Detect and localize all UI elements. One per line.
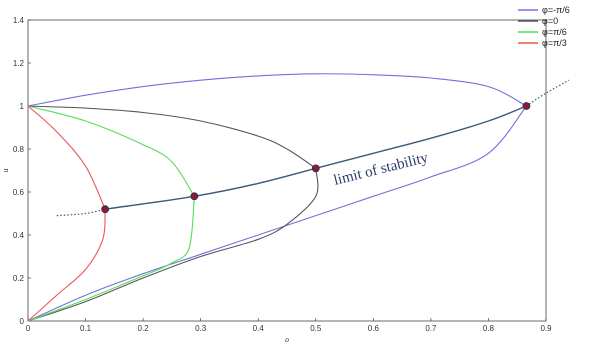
y-tick-label: 0.4: [13, 231, 25, 240]
x-tick-label: 0.1: [80, 324, 92, 333]
intersection-point-2: [190, 192, 199, 201]
stability-layer: [56, 79, 570, 217]
legend-label-4: φ=π/3: [542, 38, 567, 48]
x-tick-label: 0.3: [195, 324, 207, 333]
x-tick-label: 0.2: [138, 324, 150, 333]
points-layer: [101, 102, 531, 214]
intersection-point-4: [522, 102, 531, 110]
series-3-lower-branch: [27, 196, 195, 322]
y-tick-label: 0.6: [13, 188, 25, 197]
series-1-upper-branch: [27, 73, 527, 107]
stability-curve-solid: [104, 105, 527, 210]
intersection-point-3: [311, 164, 320, 173]
x-tick-label: 0.8: [483, 324, 495, 333]
y-tick-label: 1: [20, 102, 25, 111]
y-tick-label: 1.4: [13, 16, 25, 25]
x-tick-label: 0.6: [368, 324, 380, 333]
legend: φ=-π/6φ=0φ=π/6φ=π/3: [518, 5, 570, 48]
series-4-upper-branch: [27, 105, 106, 210]
y-tick-label: 1.2: [13, 59, 25, 68]
annotation-limit-of-stability: limit of stability: [332, 150, 430, 189]
legend-label-1: φ=-π/6: [542, 5, 570, 15]
stability-curve-dotted-left: [56, 208, 106, 217]
series-2-upper-branch: [27, 105, 317, 169]
series-3: [27, 105, 195, 322]
series-4: [27, 105, 106, 322]
stability-curve-dotted-right: [526, 79, 570, 107]
y-tick-label: 0: [20, 317, 25, 326]
x-tick-label: 0.5: [310, 324, 322, 333]
series-2-lower-branch: [27, 168, 319, 322]
legend-label-2: φ=0: [542, 16, 558, 26]
series-2: [27, 105, 319, 322]
series-1: [27, 73, 527, 322]
series-4-lower-branch: [27, 209, 106, 322]
legend-label-3: φ=π/6: [542, 27, 567, 37]
series-3-upper-branch: [27, 105, 195, 197]
series-layer: [27, 73, 527, 322]
y-axis-label: u: [1, 169, 10, 173]
y-tick-label: 0.2: [13, 274, 25, 283]
x-tick-label: 0: [26, 324, 31, 333]
x-tick-label: 0.9: [540, 324, 552, 333]
intersection-point-1: [101, 205, 110, 214]
y-tick-label: 0.8: [13, 145, 25, 154]
x-axis-label: ρ: [284, 335, 289, 342]
plot-frame: [27, 19, 547, 322]
x-tick-label: 0.7: [425, 324, 437, 333]
series-1-lower-branch: [27, 105, 527, 322]
axes: 0 0.1 0.2 0.3 0.4 0.5 0.6 0.7 0.8 0.9 0 0.2 0.4 0.6 0.…: [1, 16, 552, 342]
x-tick-label: 0.4: [253, 324, 265, 333]
